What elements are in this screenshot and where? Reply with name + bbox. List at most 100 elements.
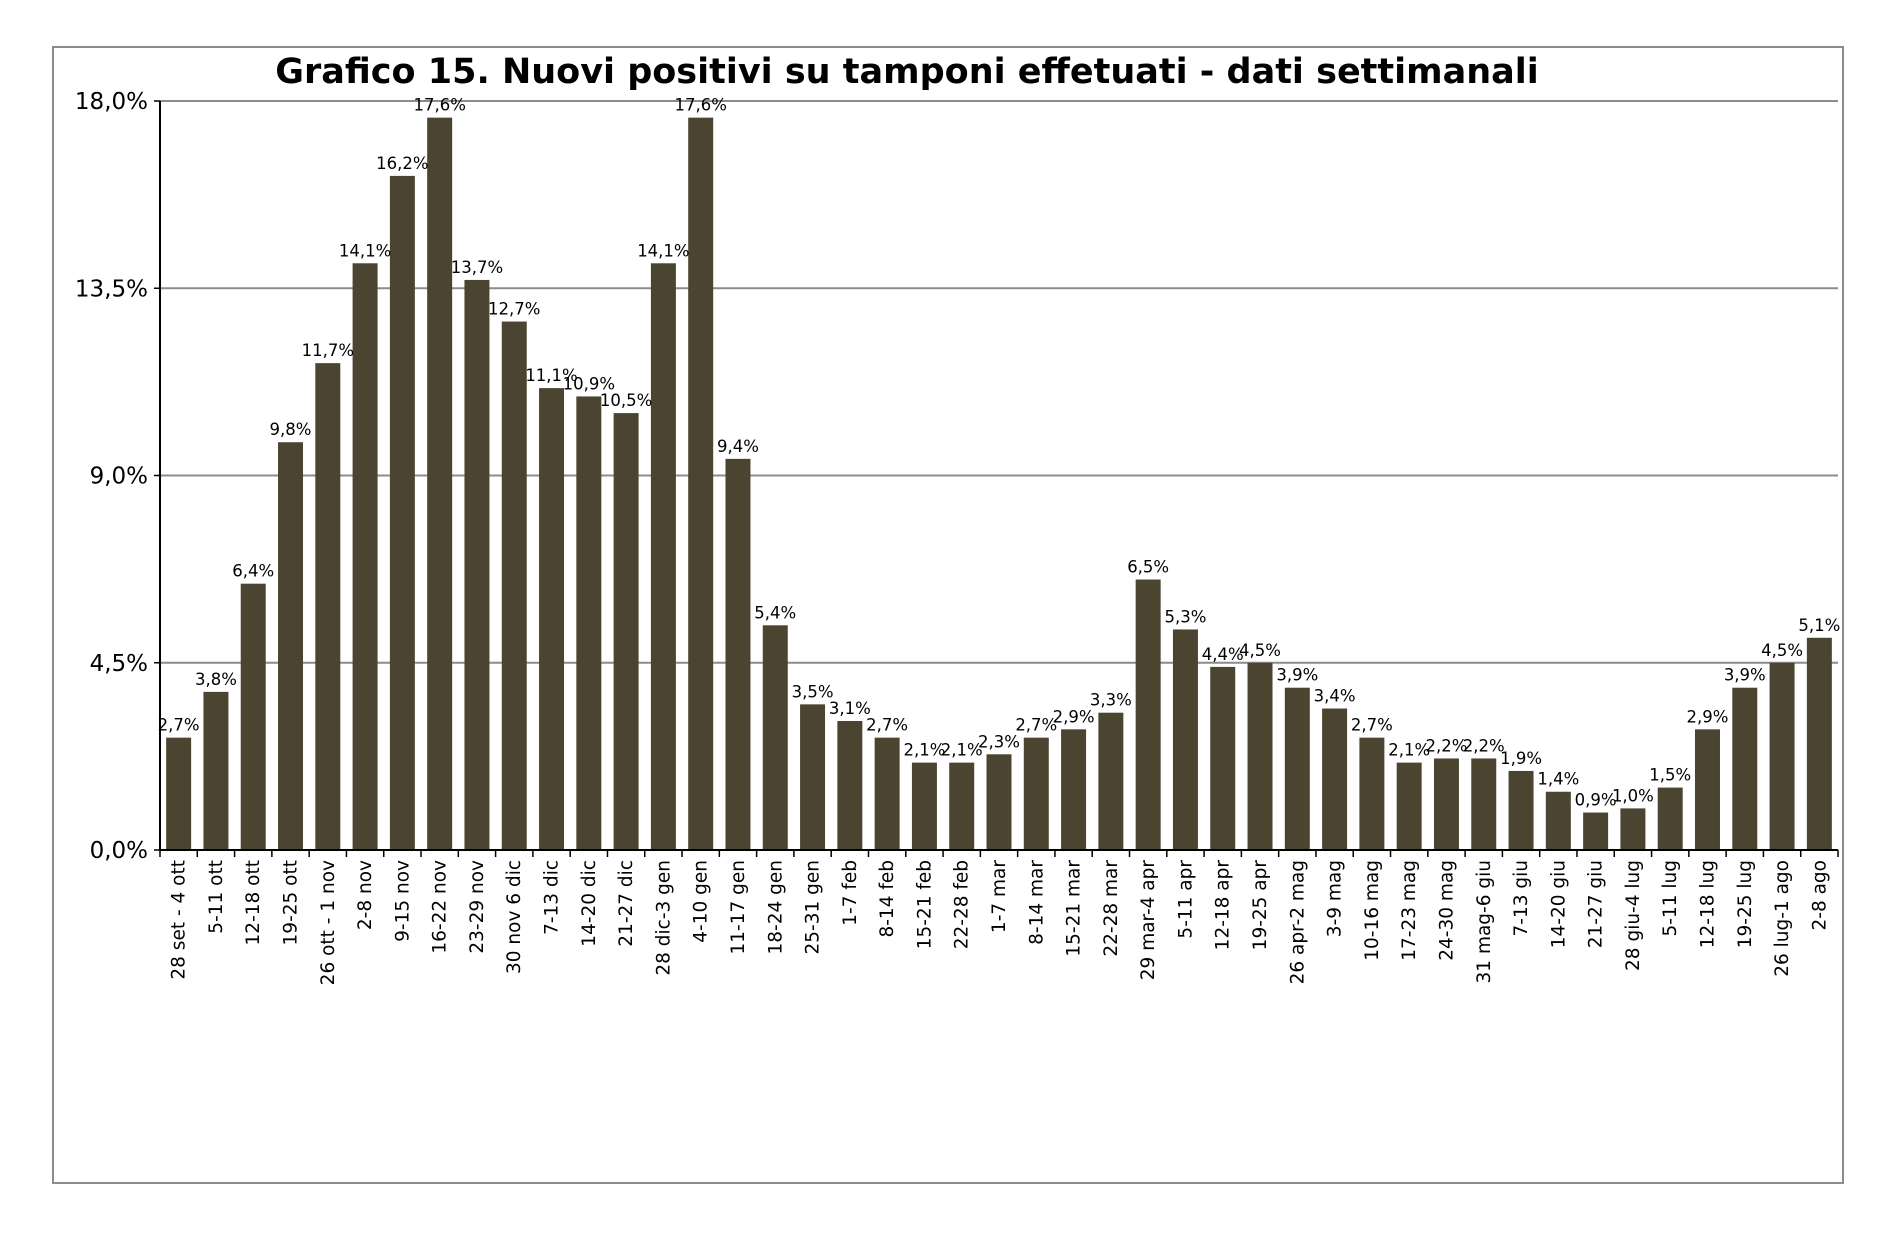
data-label: 3,9% — [1724, 666, 1766, 685]
data-label: 11,1% — [525, 366, 577, 385]
bar — [1433, 758, 1459, 850]
chart-frame: Grafico 15. Nuovi positivi su tamponi ef… — [52, 46, 1844, 1184]
bar — [352, 263, 378, 850]
bar — [1098, 712, 1124, 850]
data-label: 3,5% — [792, 682, 834, 701]
x-tick-label: 19-25 lug — [1735, 860, 1756, 948]
bar — [1396, 762, 1422, 850]
bar — [1657, 787, 1683, 850]
data-label: 9,4% — [717, 437, 759, 456]
bar — [949, 762, 975, 850]
x-tick-label: 31 mag-6 giu — [1474, 860, 1495, 983]
x-tick-label: 2-8 nov — [355, 860, 376, 930]
x-tick-label: 8-14 mar — [1026, 860, 1047, 945]
x-tick-label: 28 giu-4 lug — [1623, 860, 1644, 971]
data-label: 2,7% — [158, 716, 200, 735]
data-label: 5,3% — [1164, 607, 1206, 626]
data-label: 2,7% — [866, 716, 908, 735]
bar — [613, 413, 639, 850]
data-label: 6,4% — [232, 562, 274, 581]
x-tick-label: 26 apr-2 mag — [1287, 860, 1308, 984]
bar — [464, 279, 490, 850]
data-label: 13,7% — [451, 258, 503, 277]
x-tick-label: 15-21 mar — [1064, 860, 1085, 957]
x-tick-label: 12-18 ott — [243, 860, 264, 945]
bar — [1583, 812, 1609, 850]
data-label: 3,9% — [1276, 666, 1318, 685]
bar — [389, 175, 415, 850]
x-tick-label: 25-31 gen — [803, 860, 824, 955]
bar — [1471, 758, 1497, 850]
bars — [166, 117, 1832, 850]
data-label: 2,9% — [1053, 707, 1095, 726]
data-label: 4,4% — [1202, 645, 1244, 664]
x-tick-label: 1-7 mar — [989, 860, 1010, 933]
x-tick-label: 22-28 mar — [1101, 860, 1122, 957]
y-tick-label: 18,0% — [75, 89, 148, 115]
data-label: 0,9% — [1575, 791, 1617, 810]
data-label: 2,2% — [1426, 736, 1468, 755]
data-label: 1,0% — [1612, 786, 1654, 805]
bar — [1061, 729, 1087, 850]
data-label: 14,1% — [339, 241, 391, 260]
data-label: 12,7% — [488, 300, 540, 319]
bar — [240, 583, 266, 850]
x-tick-label: 12-18 apr — [1213, 860, 1234, 951]
x-tick-label: 23-29 nov — [467, 860, 488, 954]
x-tick-label: 26 lug-1 ago — [1772, 860, 1793, 977]
data-label: 3,1% — [829, 699, 871, 718]
x-tick-label: 17-23 mag — [1399, 860, 1420, 961]
data-label: 3,8% — [195, 670, 237, 689]
bar — [427, 117, 453, 850]
data-label: 2,2% — [1463, 736, 1505, 755]
data-label: 10,9% — [563, 374, 615, 393]
x-tick-label: 21-27 dic — [616, 860, 637, 947]
bar — [1620, 808, 1646, 850]
bar — [1247, 662, 1273, 850]
x-tick-label: 26 ott - 1 nov — [318, 860, 339, 985]
bar — [986, 754, 1012, 850]
data-label: 4,5% — [1239, 641, 1281, 660]
y-tick-labels: 0,0% 4,5% 9,0% 13,5% 18,0% — [75, 89, 148, 864]
x-tick-label: 7-13 giu — [1511, 860, 1532, 936]
data-label: 5,4% — [754, 603, 796, 622]
data-label: 17,6% — [413, 96, 465, 115]
x-tick-label: 28 set - 4 ott — [169, 860, 190, 980]
bar — [315, 363, 341, 850]
bar — [688, 117, 714, 850]
y-tick-label: 4,5% — [90, 651, 148, 677]
bar — [278, 442, 304, 850]
x-tick-label: 5-11 ott — [206, 860, 227, 934]
bar — [874, 737, 900, 850]
bar — [1359, 737, 1385, 850]
data-label: 1,9% — [1500, 749, 1542, 768]
bar — [1210, 666, 1236, 850]
data-label: 3,4% — [1314, 687, 1356, 706]
x-tick-label: 11-17 gen — [728, 860, 749, 955]
x-tick-label: 28 dic-3 gen — [653, 860, 674, 976]
x-tick-label: 22-28 feb — [952, 860, 973, 949]
x-tick-label: 7-13 dic — [542, 860, 563, 935]
x-tick-label: 14-20 giu — [1548, 860, 1569, 948]
x-tick-label: 8-14 feb — [877, 860, 898, 938]
bar — [650, 263, 676, 850]
x-tick-label: 29 mar-4 apr — [1138, 860, 1159, 981]
bar — [576, 396, 602, 850]
bar — [1172, 629, 1198, 850]
data-label: 2,1% — [903, 741, 945, 760]
data-label: 14,1% — [637, 241, 689, 260]
data-label: 16,2% — [376, 154, 428, 173]
data-label: 4,5% — [1761, 641, 1803, 660]
bar — [800, 704, 826, 850]
chart-title: Grafico 15. Nuovi positivi su tamponi ef… — [275, 52, 1539, 92]
x-tick-label: 30 nov 6 dic — [504, 860, 525, 974]
data-label: 6,5% — [1127, 558, 1169, 577]
data-label: 2,7% — [1015, 716, 1057, 735]
y-tick-label: 9,0% — [90, 464, 148, 490]
x-tick-labels: 28 set - 4 ott 5-11 ott 12-18 ott 19-25 ott… — [169, 860, 1831, 986]
bar — [1284, 687, 1310, 850]
x-tick-label: 19-25 ott — [281, 860, 302, 945]
bar — [911, 762, 937, 850]
data-label: 1,4% — [1537, 770, 1579, 789]
data-label: 3,3% — [1090, 691, 1132, 710]
